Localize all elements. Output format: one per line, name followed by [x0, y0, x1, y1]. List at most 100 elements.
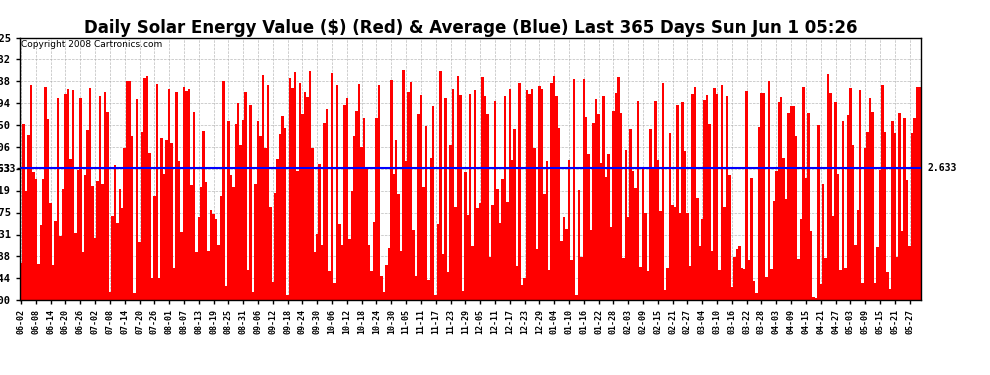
Bar [681, 102, 684, 300]
Bar [597, 114, 600, 300]
Bar [353, 136, 355, 300]
Bar [671, 205, 674, 300]
Bar [874, 283, 876, 300]
Bar [91, 186, 94, 300]
Bar [309, 72, 311, 300]
Bar [249, 105, 251, 300]
Bar [664, 290, 666, 300]
Bar [131, 136, 134, 300]
Bar [45, 87, 47, 300]
Bar [800, 219, 802, 300]
Bar [686, 213, 689, 300]
Bar [747, 260, 750, 300]
Bar [889, 288, 891, 300]
Bar [661, 83, 664, 300]
Bar [595, 99, 597, 300]
Bar [777, 102, 780, 300]
Bar [780, 97, 782, 300]
Bar [479, 203, 481, 300]
Bar [782, 158, 785, 300]
Bar [544, 194, 545, 300]
Bar [395, 140, 397, 300]
Bar [674, 207, 676, 300]
Bar [134, 293, 136, 300]
Bar [289, 78, 291, 300]
Bar [627, 217, 630, 300]
Bar [121, 208, 124, 300]
Bar [580, 257, 582, 300]
Bar [646, 271, 649, 300]
Bar [225, 286, 227, 300]
Bar [311, 148, 314, 300]
Bar [466, 215, 469, 300]
Bar [435, 295, 437, 300]
Bar [724, 207, 726, 300]
Bar [630, 129, 632, 300]
Bar [432, 105, 435, 300]
Bar [336, 85, 339, 300]
Bar [210, 210, 212, 300]
Bar [205, 182, 207, 300]
Bar [666, 268, 669, 300]
Bar [150, 278, 153, 300]
Bar [820, 284, 822, 300]
Bar [696, 198, 699, 300]
Bar [721, 86, 724, 300]
Bar [163, 174, 165, 300]
Bar [550, 82, 553, 300]
Bar [232, 187, 235, 300]
Bar [160, 138, 163, 300]
Bar [116, 224, 119, 300]
Bar [69, 159, 71, 300]
Bar [459, 95, 461, 300]
Bar [30, 85, 32, 300]
Bar [726, 96, 729, 300]
Bar [904, 118, 906, 300]
Bar [240, 145, 242, 300]
Bar [286, 295, 289, 300]
Bar [790, 106, 792, 300]
Bar [906, 180, 909, 300]
Bar [842, 121, 844, 300]
Bar [50, 203, 51, 300]
Bar [397, 194, 400, 300]
Bar [266, 84, 269, 300]
Bar [306, 97, 309, 300]
Bar [407, 92, 410, 300]
Bar [916, 87, 919, 300]
Bar [35, 179, 37, 300]
Bar [481, 77, 484, 300]
Bar [375, 118, 378, 300]
Bar [830, 93, 832, 300]
Bar [486, 114, 489, 300]
Bar [587, 154, 590, 300]
Bar [339, 224, 341, 300]
Bar [560, 241, 562, 300]
Bar [235, 124, 237, 300]
Bar [79, 98, 81, 300]
Bar [382, 292, 385, 300]
Bar [772, 201, 775, 300]
Bar [291, 88, 294, 300]
Bar [553, 76, 555, 300]
Bar [185, 91, 188, 300]
Bar [605, 177, 607, 300]
Bar [810, 231, 812, 300]
Bar [914, 118, 916, 300]
Bar [499, 224, 501, 300]
Bar [526, 90, 529, 300]
Bar [324, 123, 326, 300]
Bar [894, 133, 896, 300]
Bar [259, 136, 261, 300]
Bar [886, 273, 889, 300]
Bar [864, 148, 866, 300]
Bar [859, 90, 861, 300]
Bar [679, 213, 681, 300]
Bar [242, 120, 245, 300]
Bar [66, 89, 69, 300]
Bar [805, 178, 807, 300]
Bar [461, 291, 464, 300]
Bar [491, 205, 494, 300]
Bar [714, 88, 716, 300]
Bar [741, 268, 742, 300]
